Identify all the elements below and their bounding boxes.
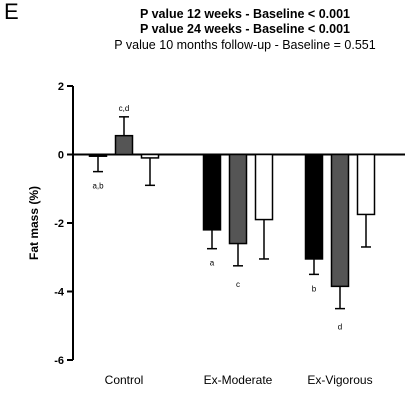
- bar-ex-vigorous-s2: [330, 153, 350, 288]
- y-axis-label: Fat mass (%): [27, 186, 41, 260]
- bar-ex-moderate-s2: [228, 153, 248, 245]
- bar-control-s1: [88, 153, 108, 157]
- bar-ex-vigorous-s3: [356, 153, 376, 216]
- panel-letter: E: [4, 0, 19, 24]
- significance-label: c: [236, 280, 240, 289]
- bar-ex-moderate-s1: [202, 153, 222, 231]
- significance-label: d: [338, 323, 342, 332]
- significance-label: c,d: [119, 104, 130, 113]
- y-tick-label: -2: [54, 218, 64, 230]
- chart-title-line-2: P value 24 weeks - Baseline < 0.001: [140, 22, 350, 36]
- y-tick-label: -6: [54, 355, 64, 367]
- category-label: Ex-Vigorous: [307, 373, 372, 387]
- significance-label: a,b: [92, 182, 104, 191]
- y-tick-label: 0: [58, 150, 64, 162]
- y-tick-label: -4: [54, 287, 65, 299]
- bar-control-s3: [140, 153, 160, 159]
- significance-label: a: [210, 259, 215, 268]
- category-label: Control: [105, 373, 144, 387]
- category-label: Ex-Moderate: [204, 373, 273, 387]
- significance-label: b: [312, 284, 317, 293]
- chart-title-line-1: P value 12 weeks - Baseline < 0.001: [140, 7, 350, 21]
- bar-ex-moderate-s3: [254, 153, 274, 221]
- bar-control-s2: [114, 134, 134, 156]
- chart-title-line-3: P value 10 months follow-up - Baseline =…: [114, 38, 376, 52]
- y-tick-label: 2: [58, 81, 64, 93]
- bar-ex-vigorous-s1: [304, 153, 324, 260]
